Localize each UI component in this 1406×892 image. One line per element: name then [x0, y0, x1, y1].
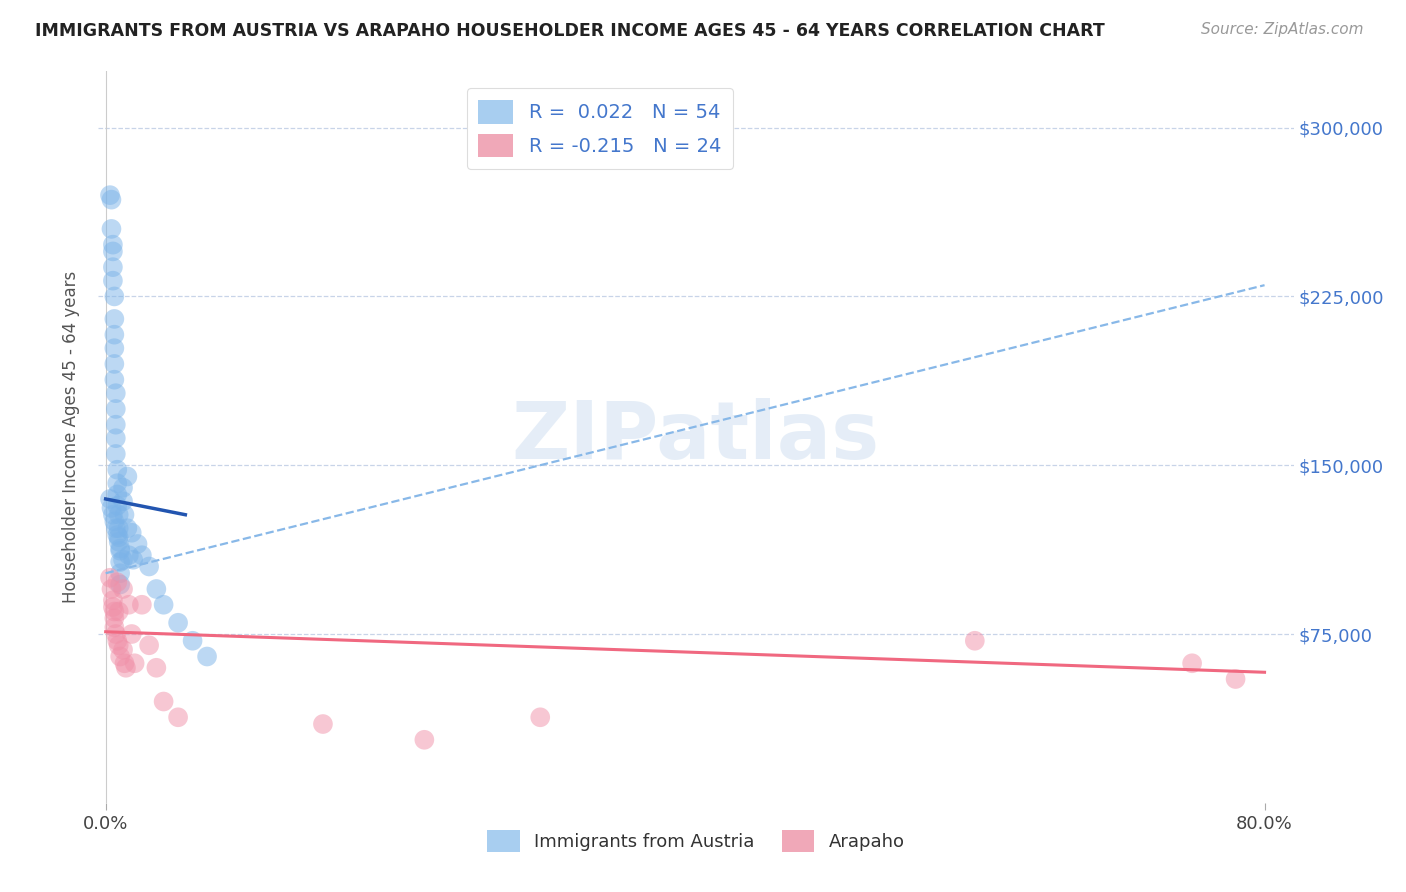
Point — [103, 620, 125, 634]
Point — [117, 469, 139, 483]
Point — [167, 615, 190, 630]
Point — [104, 417, 127, 432]
Point — [529, 710, 551, 724]
Point — [105, 499, 128, 513]
Point — [100, 222, 122, 236]
Y-axis label: Householder Income Ages 45 - 64 years: Householder Income Ages 45 - 64 years — [62, 271, 80, 603]
Point — [98, 491, 121, 506]
Point — [103, 357, 125, 371]
Point — [104, 386, 127, 401]
Point — [101, 237, 124, 252]
Point — [195, 649, 218, 664]
Point — [105, 575, 128, 590]
Point — [101, 508, 124, 522]
Point — [121, 525, 143, 540]
Point — [101, 260, 124, 275]
Point — [108, 555, 131, 569]
Point — [122, 553, 145, 567]
Point — [105, 528, 128, 542]
Point — [112, 481, 135, 495]
Point — [1181, 657, 1204, 671]
Point — [105, 476, 128, 491]
Point — [152, 694, 174, 708]
Point — [121, 627, 143, 641]
Text: ZIPatlas: ZIPatlas — [512, 398, 880, 476]
Point — [108, 541, 131, 556]
Point — [114, 508, 136, 522]
Point — [101, 274, 124, 288]
Point — [181, 633, 204, 648]
Point — [100, 582, 122, 596]
Point — [114, 657, 136, 671]
Point — [103, 515, 125, 529]
Point — [1225, 672, 1247, 686]
Point — [103, 327, 125, 342]
Point — [103, 373, 125, 387]
Point — [107, 508, 129, 522]
Point — [118, 598, 141, 612]
Point — [108, 566, 131, 581]
Point — [117, 521, 139, 535]
Point — [98, 571, 121, 585]
Point — [104, 447, 127, 461]
Point — [145, 582, 167, 596]
Point — [108, 543, 131, 558]
Point — [105, 463, 128, 477]
Point — [124, 657, 146, 671]
Point — [131, 548, 153, 562]
Point — [152, 598, 174, 612]
Point — [107, 521, 129, 535]
Point — [103, 605, 125, 619]
Point — [115, 661, 138, 675]
Point — [312, 717, 335, 731]
Point — [103, 611, 125, 625]
Point — [138, 638, 160, 652]
Point — [104, 521, 127, 535]
Point — [167, 710, 190, 724]
Point — [101, 593, 124, 607]
Point — [131, 598, 153, 612]
Point — [105, 487, 128, 501]
Point — [98, 188, 121, 202]
Point — [145, 661, 167, 675]
Point — [413, 732, 436, 747]
Text: IMMIGRANTS FROM AUSTRIA VS ARAPAHO HOUSEHOLDER INCOME AGES 45 - 64 YEARS CORRELA: IMMIGRANTS FROM AUSTRIA VS ARAPAHO HOUSE… — [35, 22, 1105, 40]
Point — [108, 577, 131, 591]
Point — [107, 534, 129, 549]
Point — [138, 559, 160, 574]
Point — [107, 530, 129, 544]
Point — [100, 193, 122, 207]
Point — [103, 312, 125, 326]
Point — [127, 537, 149, 551]
Legend: Immigrants from Austria, Arapaho: Immigrants from Austria, Arapaho — [479, 823, 912, 860]
Point — [107, 605, 129, 619]
Point — [103, 289, 125, 303]
Point — [112, 494, 135, 508]
Point — [112, 582, 135, 596]
Point — [112, 642, 135, 657]
Point — [108, 649, 131, 664]
Point — [112, 553, 135, 567]
Point — [101, 599, 124, 614]
Point — [103, 341, 125, 355]
Point — [963, 633, 986, 648]
Point — [101, 244, 124, 259]
Text: Source: ZipAtlas.com: Source: ZipAtlas.com — [1201, 22, 1364, 37]
Point — [100, 500, 122, 515]
Point — [104, 627, 127, 641]
Point — [118, 548, 141, 562]
Point — [105, 633, 128, 648]
Point — [104, 431, 127, 445]
Point — [104, 401, 127, 416]
Point — [107, 638, 129, 652]
